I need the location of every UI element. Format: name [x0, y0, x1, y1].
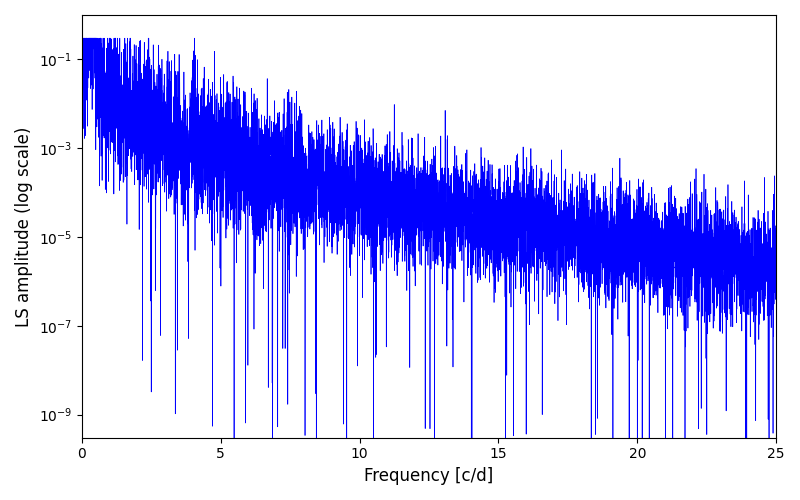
- X-axis label: Frequency [c/d]: Frequency [c/d]: [364, 467, 494, 485]
- Y-axis label: LS amplitude (log scale): LS amplitude (log scale): [15, 126, 33, 326]
